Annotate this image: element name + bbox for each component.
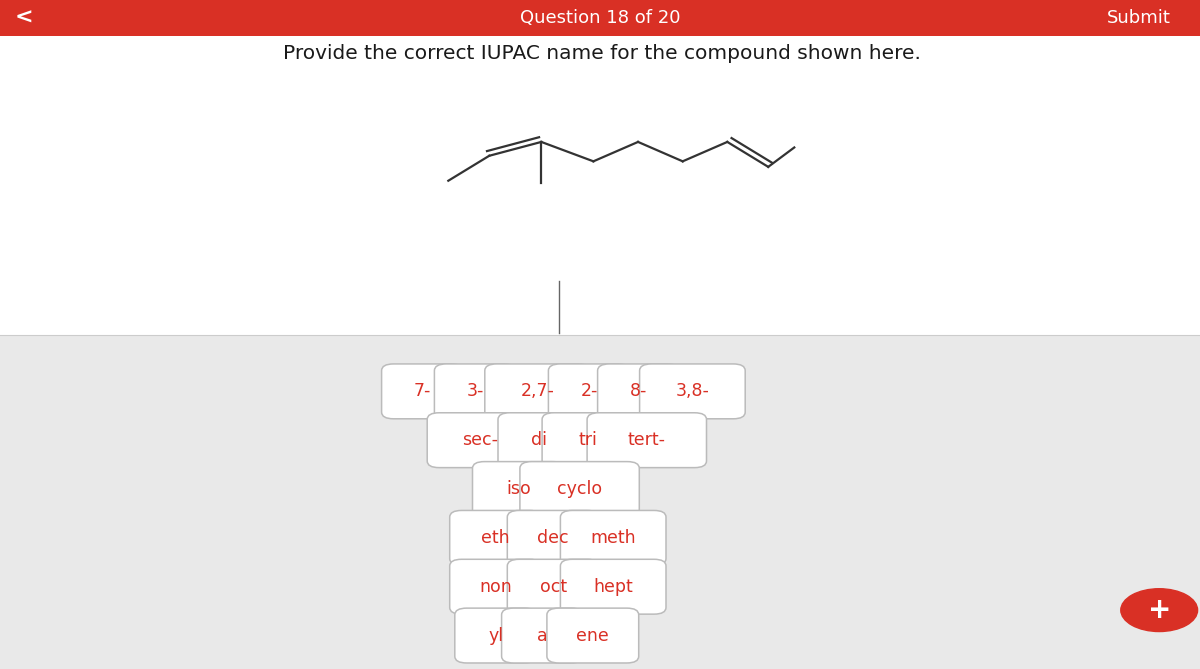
- Text: cyclo: cyclo: [557, 480, 602, 498]
- FancyBboxPatch shape: [548, 364, 630, 419]
- FancyBboxPatch shape: [520, 462, 640, 516]
- Text: sec-: sec-: [462, 432, 498, 449]
- Text: 7-: 7-: [414, 383, 431, 400]
- FancyBboxPatch shape: [498, 413, 580, 468]
- Text: oct: oct: [540, 578, 566, 595]
- Text: ene: ene: [576, 627, 610, 644]
- FancyBboxPatch shape: [455, 608, 536, 663]
- Text: Question 18 of 20: Question 18 of 20: [520, 9, 680, 27]
- Text: hept: hept: [593, 578, 634, 595]
- Text: eth: eth: [481, 529, 510, 547]
- FancyBboxPatch shape: [450, 559, 541, 614]
- Text: a: a: [538, 627, 547, 644]
- FancyBboxPatch shape: [640, 364, 745, 419]
- Text: meth: meth: [590, 529, 636, 547]
- FancyBboxPatch shape: [427, 413, 533, 468]
- Text: 3,8-: 3,8-: [676, 383, 709, 400]
- FancyBboxPatch shape: [382, 364, 463, 419]
- Text: 3-: 3-: [467, 383, 484, 400]
- Text: tri: tri: [578, 432, 598, 449]
- Text: 2-: 2-: [581, 383, 598, 400]
- Text: tert-: tert-: [628, 432, 666, 449]
- FancyBboxPatch shape: [0, 36, 1200, 334]
- Text: +: +: [1147, 596, 1171, 624]
- Text: di: di: [530, 432, 547, 449]
- Text: Submit: Submit: [1108, 9, 1171, 27]
- Text: iso: iso: [506, 480, 530, 498]
- FancyBboxPatch shape: [502, 608, 583, 663]
- Text: 8-: 8-: [630, 383, 647, 400]
- Text: <: <: [14, 8, 34, 28]
- FancyBboxPatch shape: [560, 510, 666, 565]
- FancyBboxPatch shape: [598, 364, 679, 419]
- Text: dec: dec: [538, 529, 569, 547]
- FancyBboxPatch shape: [508, 559, 599, 614]
- FancyBboxPatch shape: [542, 413, 634, 468]
- FancyBboxPatch shape: [560, 559, 666, 614]
- Text: 2,7-: 2,7-: [521, 383, 554, 400]
- FancyBboxPatch shape: [0, 0, 1200, 36]
- FancyBboxPatch shape: [508, 510, 599, 565]
- Text: non: non: [479, 578, 512, 595]
- Text: yl: yl: [488, 627, 503, 644]
- Circle shape: [1121, 589, 1198, 632]
- FancyBboxPatch shape: [485, 364, 590, 419]
- FancyBboxPatch shape: [0, 334, 1200, 669]
- FancyBboxPatch shape: [473, 462, 564, 516]
- FancyBboxPatch shape: [547, 608, 638, 663]
- FancyBboxPatch shape: [434, 364, 516, 419]
- FancyBboxPatch shape: [450, 510, 541, 565]
- FancyBboxPatch shape: [587, 413, 707, 468]
- Text: Provide the correct IUPAC name for the compound shown here.: Provide the correct IUPAC name for the c…: [283, 44, 922, 63]
